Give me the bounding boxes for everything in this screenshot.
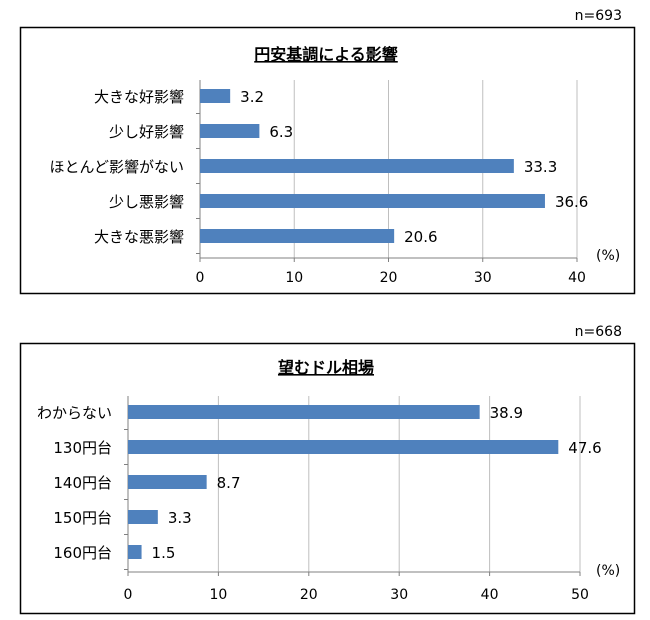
value-label: 36.6 (555, 193, 588, 211)
bar (128, 510, 158, 524)
category-label: 160円台 (53, 544, 112, 562)
category-label: 大きな悪影響 (94, 228, 184, 246)
x-tick-label: 10 (209, 587, 227, 603)
value-label: 3.2 (240, 88, 264, 106)
bar (200, 194, 545, 208)
category-label: ほとんど影響がない (49, 158, 184, 176)
bar (128, 545, 142, 559)
sample-size-label: n=668 (575, 324, 622, 340)
bar (128, 475, 207, 489)
bar (128, 440, 559, 454)
preferred-rate-chart: n=668 望むドル相場 (%) 0 10 20 30 40 50 わからない 38.9 13… (19, 324, 636, 615)
x-tick-label: 0 (124, 587, 133, 603)
value-label: 3.3 (168, 509, 192, 527)
value-label: 8.7 (217, 474, 241, 492)
chart-frame (19, 342, 636, 615)
impact-chart: n=693 円安基調による影響 (%) 0 10 20 30 40 大きな好影響 3.2 少… (19, 8, 636, 295)
value-label: 47.6 (568, 439, 601, 457)
bar (200, 124, 260, 138)
category-label: 大きな好影響 (94, 88, 184, 106)
category-label: 150円台 (53, 509, 112, 527)
value-label: 1.5 (152, 544, 176, 562)
bar (200, 229, 395, 243)
bar (200, 89, 231, 103)
chart-frame (19, 26, 636, 295)
x-tick-label: 40 (481, 587, 499, 603)
chart-title: 望むドル相場 (278, 358, 374, 377)
unit-label: (%) (596, 563, 620, 579)
category-label: 130円台 (53, 439, 112, 457)
x-tick-label: 0 (196, 270, 205, 286)
bar (200, 159, 514, 173)
value-label: 33.3 (524, 158, 557, 176)
category-label: 140円台 (53, 474, 112, 492)
category-label: 少し悪影響 (109, 193, 184, 211)
bar (128, 405, 480, 419)
x-tick-label: 50 (571, 587, 589, 603)
category-label: わからない (37, 404, 112, 422)
chart-title: 円安基調による影響 (254, 45, 398, 64)
x-tick-label: 30 (474, 270, 492, 286)
value-label: 38.9 (490, 404, 523, 422)
value-label: 6.3 (269, 123, 293, 141)
x-tick-label: 40 (568, 270, 586, 286)
unit-label: (%) (596, 248, 620, 264)
value-label: 20.6 (404, 228, 437, 246)
x-tick-label: 30 (390, 587, 408, 603)
category-label: 少し好影響 (109, 123, 184, 141)
x-tick-label: 20 (380, 270, 398, 286)
x-tick-label: 20 (300, 587, 318, 603)
x-tick-label: 10 (285, 270, 303, 286)
sample-size-label: n=693 (575, 8, 622, 24)
